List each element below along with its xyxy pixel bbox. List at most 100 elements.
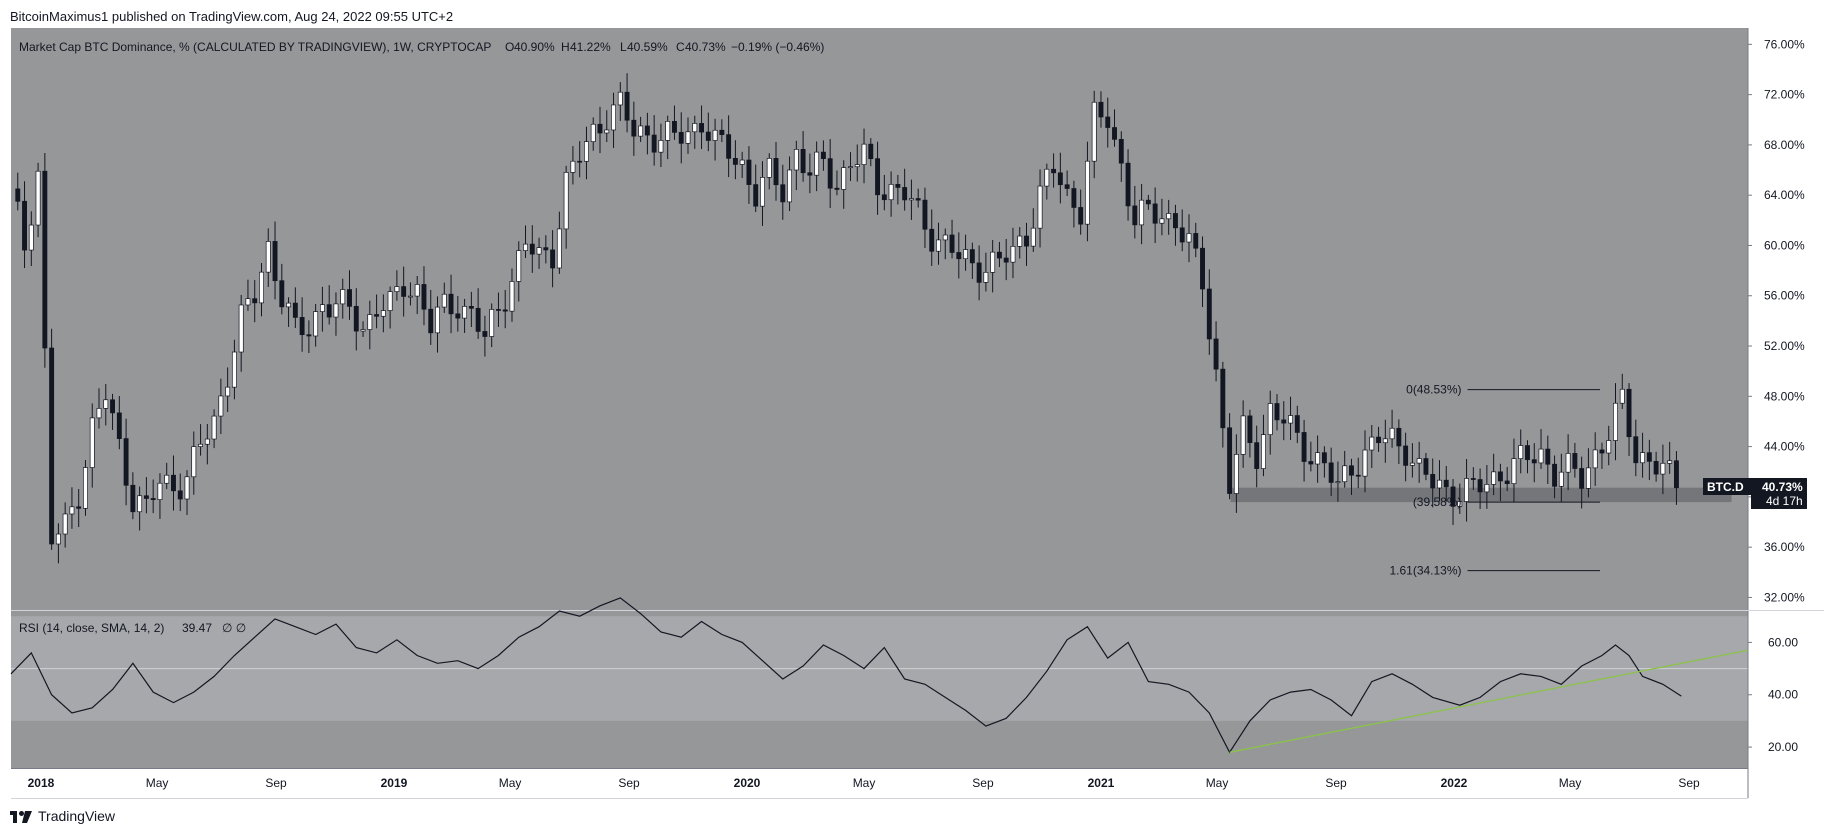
candle-body <box>326 304 332 318</box>
candle-body <box>780 184 786 203</box>
candle-body <box>1267 403 1273 435</box>
candle-body <box>1443 479 1449 488</box>
chart-title: Market Cap BTC Dominance, % (CALCULATED … <box>19 40 491 54</box>
candle <box>1037 169 1043 248</box>
candle-body <box>902 187 908 201</box>
ohlc-readout: O 40.90% H 41.22% L 40.59% C 40.73% −0.1… <box>505 40 824 54</box>
candle <box>448 274 454 334</box>
last-price-symbol: BTC.D <box>1707 480 1744 494</box>
candle-body <box>1626 388 1632 438</box>
candle-body <box>719 129 725 135</box>
candle-body <box>732 158 738 165</box>
support-zone-layer <box>1230 487 1732 503</box>
time-tick-label: 2018 <box>28 776 55 790</box>
candle-body <box>89 417 95 468</box>
candle-body <box>584 141 589 162</box>
price-tick-label: 68.00% <box>1764 138 1805 152</box>
candle-body <box>435 306 440 334</box>
candle <box>1403 432 1409 482</box>
candle-body <box>672 121 677 133</box>
candle <box>1552 455 1558 499</box>
candle-body <box>1592 449 1598 469</box>
candle <box>319 286 325 332</box>
candle <box>394 270 400 301</box>
candle <box>996 241 1002 268</box>
candle-body <box>1051 168 1057 174</box>
candle-body <box>848 166 853 169</box>
candle-body <box>198 443 204 447</box>
candle-body <box>292 302 298 318</box>
candle <box>523 225 528 259</box>
candle-body <box>482 331 488 337</box>
candle <box>827 139 833 208</box>
price-tick-label: 76.00% <box>1764 37 1805 51</box>
candle <box>279 263 285 315</box>
candle-body <box>455 313 461 319</box>
candle-body <box>1531 459 1537 464</box>
time-axis-ticks: 2018 May Sep 2019 May Sep 2020 May Sep 2021 May Sep… <box>28 776 1700 790</box>
candle <box>1660 444 1666 495</box>
candle <box>1613 383 1618 461</box>
candle <box>333 292 339 336</box>
time-tick-label: 2020 <box>734 776 761 790</box>
price-tick-label: 72.00% <box>1764 88 1805 102</box>
candle <box>1064 170 1070 197</box>
candle-body <box>1274 403 1280 421</box>
candle-body <box>441 293 447 308</box>
candle-body <box>28 224 34 251</box>
candle-body <box>841 167 847 190</box>
candle-body <box>1254 442 1260 469</box>
candle <box>699 105 704 150</box>
candle <box>942 228 948 260</box>
candle-body <box>252 298 258 304</box>
candle-body <box>556 228 562 269</box>
price-tick-label: 32.00% <box>1764 590 1805 604</box>
candle <box>590 117 596 151</box>
candle-body <box>1206 288 1212 340</box>
candle <box>22 181 27 269</box>
candle-body <box>245 298 251 306</box>
candles-layer <box>15 73 1679 564</box>
candle <box>1145 194 1151 210</box>
candle-body <box>1382 438 1388 444</box>
candle <box>1301 419 1307 482</box>
candle-body <box>1071 188 1077 208</box>
price-tick-label: 64.00% <box>1764 188 1805 202</box>
candle <box>1084 141 1090 242</box>
candle-body <box>150 498 156 500</box>
candle <box>644 112 650 155</box>
candle-body <box>861 143 867 165</box>
candle <box>1599 442 1605 469</box>
candle-body <box>1369 436 1375 451</box>
candle <box>1579 456 1585 509</box>
candle-body <box>177 490 183 500</box>
candle-body <box>800 149 806 174</box>
candle-body <box>868 143 874 160</box>
candle-body <box>171 474 176 492</box>
candle <box>1159 198 1165 236</box>
candle <box>861 128 867 184</box>
candle <box>1105 97 1111 148</box>
candle-body <box>1247 415 1253 443</box>
candle-body <box>523 243 528 251</box>
candle-body <box>712 129 718 141</box>
candle-body <box>1349 465 1354 476</box>
candle <box>1186 214 1192 263</box>
candle <box>1504 466 1510 492</box>
candle-body <box>1220 368 1226 429</box>
candle <box>1396 419 1402 464</box>
candle-body <box>130 484 136 513</box>
candle-body <box>1288 415 1293 424</box>
candle <box>1342 450 1348 488</box>
candle <box>1240 400 1246 468</box>
candle-body <box>827 158 833 189</box>
candle-body <box>1179 227 1185 243</box>
candle-body <box>35 170 41 226</box>
candle-body <box>1213 338 1219 370</box>
fib-level-label: 0(48.53%) <box>1406 383 1461 397</box>
candle-body <box>1389 427 1395 440</box>
candle-body <box>658 140 664 153</box>
candle-body <box>1024 235 1029 247</box>
candle-body <box>1003 257 1009 263</box>
candle <box>1179 209 1185 252</box>
